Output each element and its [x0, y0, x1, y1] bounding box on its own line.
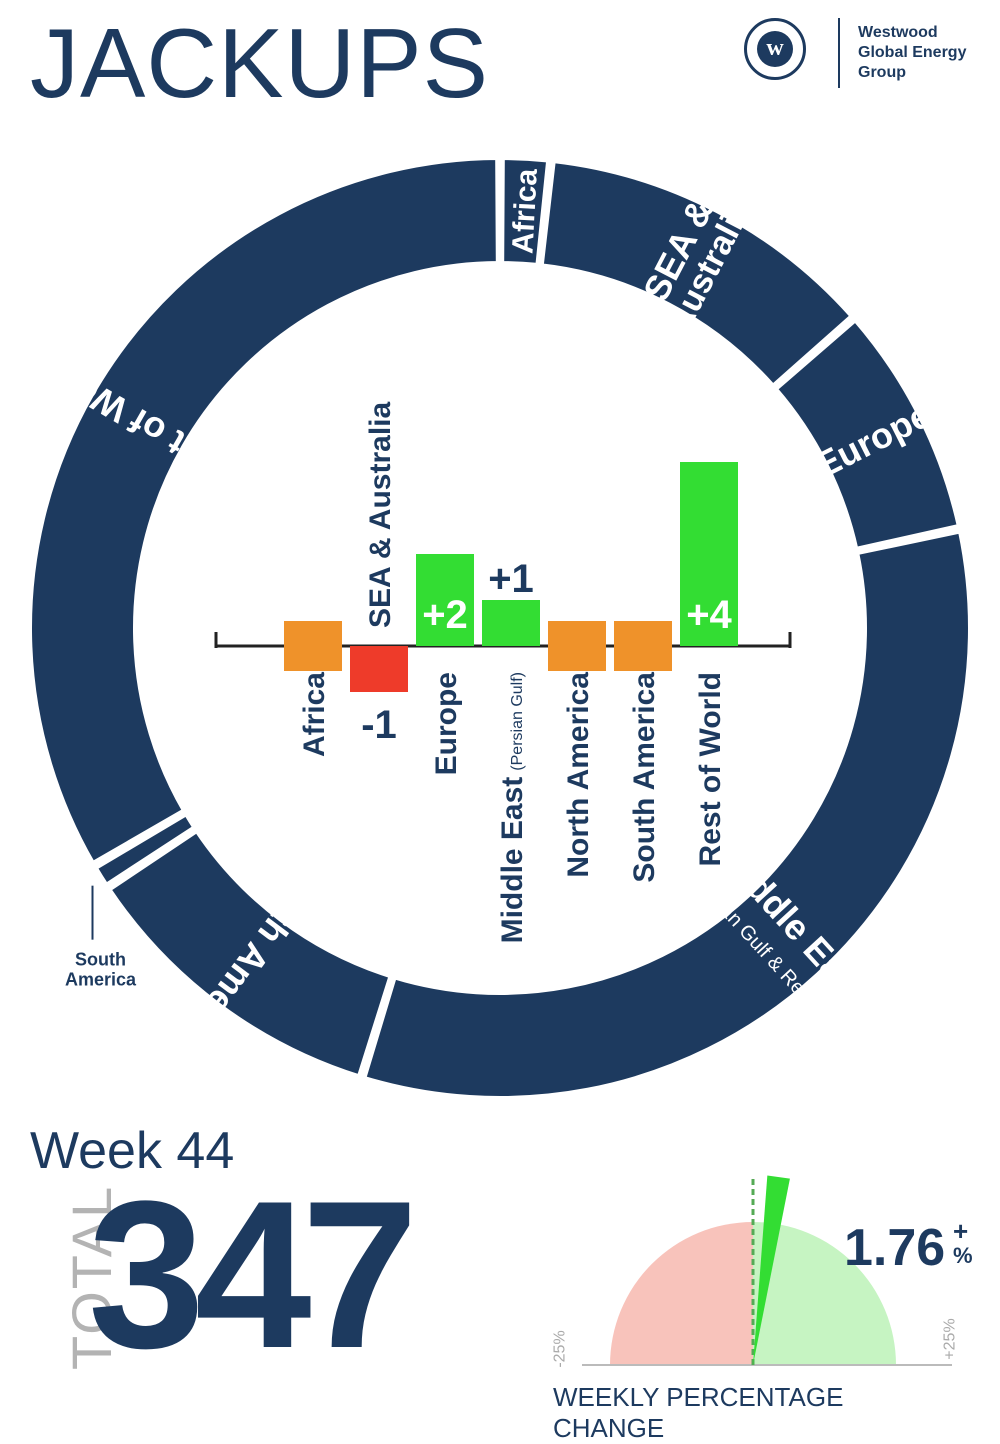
gauge-title: WEEKLY PERCENTAGE CHANGE — [553, 1382, 844, 1443]
donut-segment — [500, 155, 551, 268]
bar-value-label: +2 — [422, 593, 468, 637]
donut-segment — [773, 317, 962, 552]
callout-label: South — [75, 950, 126, 970]
logo-line-3: Group — [858, 64, 906, 81]
logo-divider — [838, 18, 840, 88]
gauge-unit: % — [953, 1243, 973, 1268]
bar-value-label: -1 — [361, 703, 397, 747]
donut-segment — [106, 828, 393, 1079]
bar-category-label: Middle East(Persian Gulf) — [496, 672, 529, 943]
bar — [482, 600, 540, 646]
donut-label: Africa — [506, 168, 544, 255]
page-title: JACKUPS — [30, 8, 490, 118]
gauge-needle — [753, 1175, 790, 1365]
bar-category-label: SEA & Australia — [364, 402, 397, 628]
logo-line-2: Global Energy — [858, 44, 967, 61]
logo-letter: w — [757, 31, 793, 67]
bar — [680, 462, 738, 646]
gauge-positive-half — [753, 1222, 896, 1365]
bar — [614, 621, 672, 671]
bar — [548, 621, 606, 671]
bar-category-label: South America — [628, 672, 661, 883]
bar-value-label: +1 — [488, 557, 534, 601]
bar — [284, 621, 342, 671]
donut-segment — [28, 155, 500, 866]
bar-value-label: +4 — [686, 593, 732, 637]
bar — [350, 646, 408, 692]
week-label: Week 44 — [30, 1122, 235, 1180]
gauge-negative-half — [610, 1222, 753, 1365]
gauge-value: 1.76 — [844, 1219, 946, 1277]
total-value: 347 — [88, 1157, 418, 1392]
gauge-max-label: +25% — [941, 1318, 959, 1360]
donut-segment — [539, 158, 855, 389]
bar — [416, 554, 474, 646]
westwood-logo: w Westwood Global Energy Group — [744, 18, 984, 90]
logo-text: Westwood Global Energy Group — [858, 23, 966, 83]
logo-line-1: Westwood — [858, 24, 938, 41]
donut-segment — [361, 529, 972, 1100]
weekly-change-gauge — [582, 1175, 952, 1366]
bar-category-label: Rest of World — [694, 672, 727, 866]
donut-segment — [93, 811, 198, 888]
gauge-min-label: -25% — [551, 1330, 569, 1368]
bar-category-label: North America — [562, 672, 595, 878]
bar-category-label: Europe — [430, 672, 463, 775]
bar-category-sublabel: (Persian Gulf) — [509, 672, 526, 771]
bar-category-label: Africa — [298, 672, 331, 757]
callout-label: America — [65, 970, 137, 990]
logo-circle-icon: w — [744, 18, 806, 80]
gauge-sign: + — [953, 1216, 969, 1246]
